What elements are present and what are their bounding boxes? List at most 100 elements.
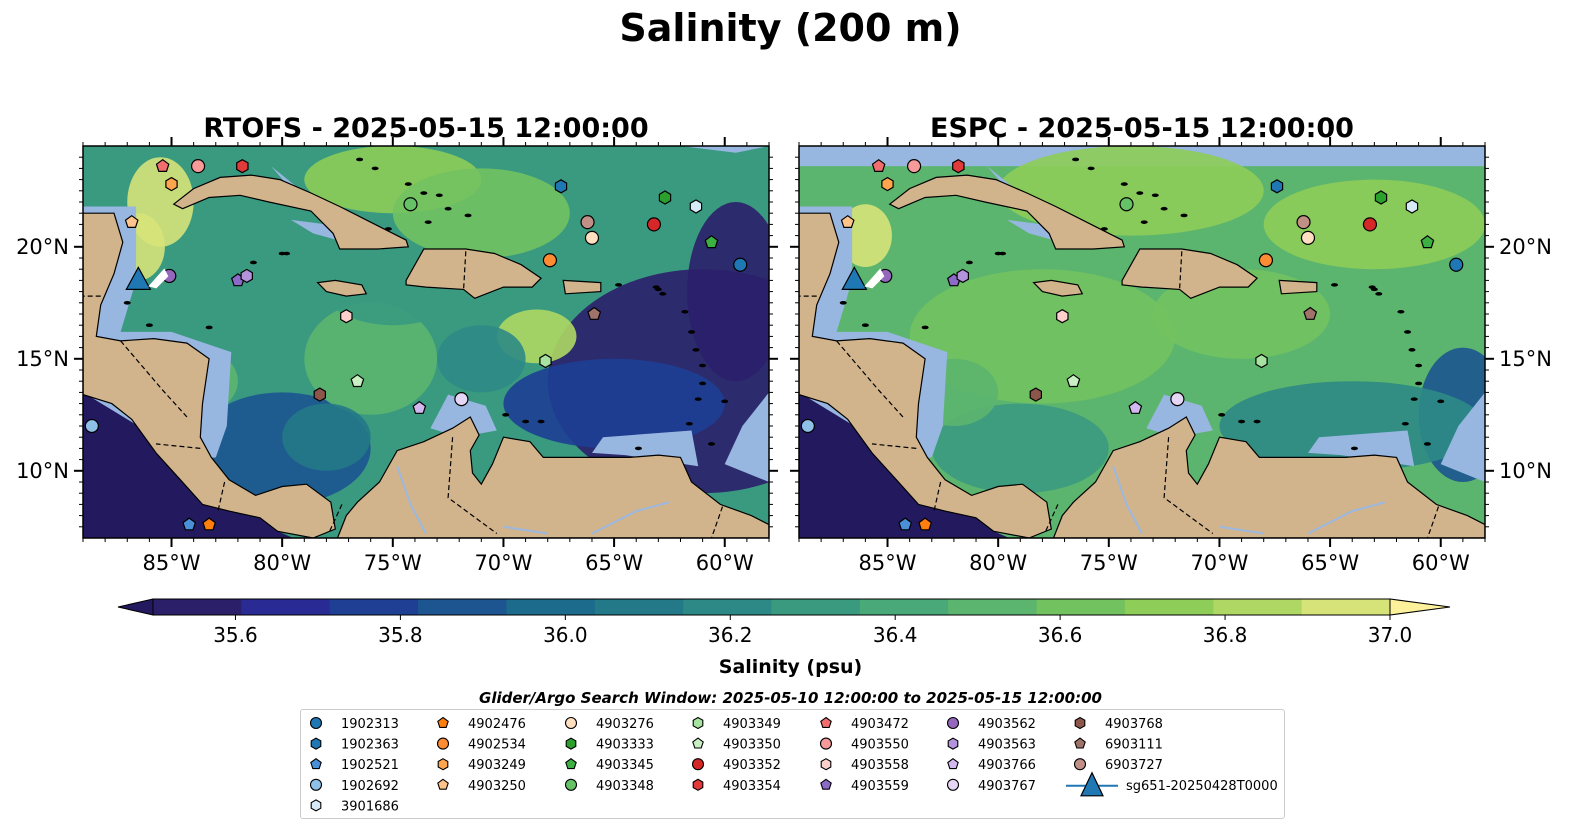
float-marker-4903352	[646, 217, 662, 232]
island	[1238, 419, 1246, 424]
pacific-ocean	[799, 394, 1010, 538]
lon-tick-label: 60°W	[1412, 551, 1470, 575]
float-marker-4903767	[454, 392, 469, 407]
legend-marker-1902692	[309, 778, 323, 791]
land-polygon	[1121, 248, 1259, 299]
float-marker-4903472	[155, 158, 170, 172]
legend-marker-4903563	[947, 737, 959, 750]
island	[502, 413, 510, 417]
island	[1401, 421, 1409, 426]
lat-tick-label: 10°N	[1499, 459, 1552, 483]
island	[1218, 413, 1226, 417]
float-marker-4903250	[124, 214, 139, 228]
river	[591, 501, 670, 535]
lat-tick-label: 15°N	[16, 347, 69, 371]
island	[283, 251, 291, 256]
land-polygon	[83, 212, 336, 538]
island	[1331, 283, 1339, 287]
land-polygon	[405, 248, 543, 299]
legend-label: 4903250	[468, 779, 526, 794]
float-legend: 1902313 1902363 1902521 1902692 3901686 49024…	[300, 709, 1285, 819]
island	[685, 421, 693, 426]
river	[503, 525, 548, 535]
colorbar-segment	[329, 599, 419, 615]
float-marker-4903352	[1362, 217, 1378, 232]
float-marker-4903249	[165, 176, 178, 192]
legend-marker-6903727	[1073, 758, 1087, 771]
float-marker-1902692	[800, 418, 815, 434]
legend-canvas: 1902313 1902363 1902521 1902692 3901686 49024…	[309, 716, 1278, 814]
colorbar-segment	[1036, 599, 1126, 615]
island	[522, 419, 530, 424]
country-border	[710, 506, 724, 538]
island	[839, 301, 847, 305]
island	[1136, 191, 1144, 195]
lon-tick-label: 80°W	[969, 551, 1027, 575]
lon-tick-label: 75°W	[364, 551, 422, 575]
island	[435, 193, 443, 198]
island	[1160, 206, 1168, 211]
map-field	[83, 146, 769, 538]
island	[123, 301, 131, 305]
float-marker-4903558	[1056, 309, 1069, 324]
legend-marker-3901686	[310, 799, 322, 812]
island	[1437, 399, 1445, 404]
legend-label: 6903111	[1105, 738, 1163, 753]
legend-label: 4903333	[596, 738, 654, 753]
island	[1140, 220, 1148, 224]
salinity-field-feature	[1219, 381, 1485, 471]
island	[1072, 157, 1080, 162]
island	[249, 260, 257, 265]
land-polygon	[1052, 416, 1485, 538]
island	[356, 157, 364, 162]
legend-marker-4903276	[564, 716, 578, 730]
colorbar-segment	[418, 599, 507, 615]
island	[404, 182, 412, 186]
glider-track-gap	[148, 268, 169, 289]
float-marker-1902521	[898, 517, 913, 531]
float-marker-4903249	[881, 176, 894, 192]
legend-label: 4903249	[468, 758, 526, 773]
legend-marker-4903550	[819, 737, 833, 750]
lat-tick-label: 20°N	[16, 235, 69, 259]
colorbar-segment	[1213, 599, 1303, 615]
salinity-field-feature	[503, 358, 725, 449]
float-marker-4903348	[1119, 197, 1134, 212]
colorbar-segment	[506, 599, 596, 615]
island	[384, 227, 392, 231]
colorbar-segment	[1124, 599, 1214, 615]
float-marker-4902534	[1258, 253, 1274, 268]
legend-label: 1902521	[341, 758, 399, 773]
lon-tick-label: 85°W	[143, 551, 201, 575]
colorbar-label: Salinity (psu)	[718, 656, 863, 678]
legend-label: 4903766	[978, 758, 1036, 773]
legend-marker-1902313	[309, 716, 323, 730]
land-polygon	[562, 279, 602, 295]
island	[1087, 166, 1095, 171]
legend-label: 1902313	[341, 717, 399, 732]
legend-marker-4903767	[946, 778, 960, 791]
legend-label: 4903352	[723, 758, 781, 773]
lat-tick-label: 15°N	[1499, 347, 1552, 371]
country-border	[933, 481, 942, 512]
legend-label: 1902363	[341, 738, 399, 753]
legend-label: 4903354	[723, 779, 781, 794]
legend-label: 6903727	[1105, 758, 1163, 773]
float-marker-4903354	[952, 159, 965, 174]
legend-marker-4903768	[1074, 716, 1086, 730]
legend-marker-4903350	[692, 737, 704, 749]
island	[371, 166, 379, 171]
shallow-water-region	[1146, 394, 1213, 438]
legend-label: 4903559	[851, 779, 909, 794]
island	[1100, 227, 1108, 231]
country-border	[447, 437, 498, 534]
colorbar-segment	[683, 599, 772, 615]
island	[699, 363, 707, 368]
colorbar-segment	[153, 599, 242, 615]
shallow-water-region	[430, 394, 497, 438]
country-border	[328, 504, 343, 534]
island	[1375, 292, 1383, 296]
colorbar-segment	[859, 599, 949, 615]
figure-title: Salinity (200 m)	[619, 6, 962, 50]
legend-label: 1902692	[341, 779, 399, 794]
